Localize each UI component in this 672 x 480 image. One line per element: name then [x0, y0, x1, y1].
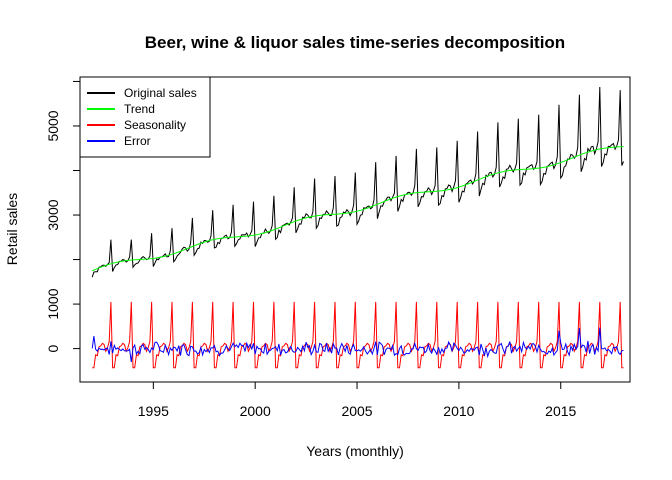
y-axis-label: Retail sales [4, 193, 20, 265]
y-tick-label: 1000 [45, 288, 61, 319]
legend-box [79, 76, 211, 158]
legend-label: Seasonality [124, 118, 186, 132]
chart-title: Beer, wine & liquor sales time-series de… [145, 33, 565, 52]
x-tick-label: 2000 [240, 403, 271, 419]
legend: Original sales Trend Seasonality Error [79, 76, 211, 158]
seasonality-line [92, 301, 624, 369]
x-tick-label: 2015 [545, 403, 576, 419]
series-group [91, 86, 624, 369]
legend-label: Trend [124, 102, 155, 116]
trend-line [92, 146, 624, 272]
x-tick-label: 1995 [138, 403, 169, 419]
legend-label: Error [124, 134, 151, 148]
legend-label: Original sales [124, 86, 197, 100]
x-tick-label: 2005 [341, 403, 372, 419]
y-tick-label: 5000 [45, 110, 61, 141]
x-axis-label: Years (monthly) [306, 443, 404, 459]
x-tick-label: 2010 [443, 403, 474, 419]
error-line [91, 327, 624, 363]
y-tick-label: 3000 [45, 199, 61, 230]
y-tick-label: 0 [45, 345, 61, 353]
